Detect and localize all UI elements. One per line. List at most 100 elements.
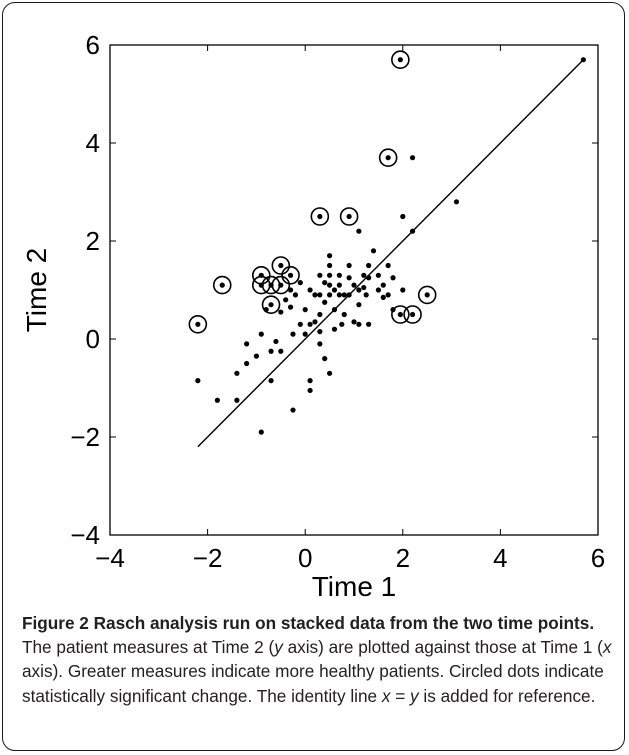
x-tick-label: 6 [591,543,605,573]
significant-change-point [397,57,403,63]
data-point [195,378,201,384]
data-point [346,275,352,281]
caption-text-3: axis). Greater measures indicate more he… [22,661,604,706]
significant-change-point [278,282,284,288]
data-point [356,302,362,308]
significant-change-ring [391,50,410,70]
significant-change-ring [271,256,291,275]
data-point [302,307,308,313]
y-tick-label: 0 [86,324,100,354]
y-tick-label: 4 [86,128,100,158]
data-point [307,287,313,293]
data-point [322,280,328,286]
data-point [385,262,391,269]
caption-text-1: The patient measures at Time 2 ( [22,637,275,658]
x-tick-label: −2 [193,543,223,573]
significant-change-point [424,292,430,298]
y-tick-label: −2 [70,422,100,452]
data-point [366,262,372,269]
data-point [312,292,318,298]
data-point [331,326,338,332]
data-point [400,213,406,220]
data-point [356,321,362,327]
data-point [331,307,338,313]
x-axis-label: Time 1 [312,571,397,602]
data-point [366,275,372,281]
x-tick-label: 4 [493,543,507,573]
significant-change-ring [212,275,232,295]
data-point [317,341,323,347]
data-point [409,228,416,234]
data-point [302,331,308,337]
data-point [322,299,328,305]
data-point [361,272,367,278]
data-point [327,282,333,288]
data-point [339,321,345,327]
data-point [356,228,362,234]
caption-y-var: y [274,637,283,658]
data-point [290,407,296,413]
data-point [327,370,333,376]
data-point [341,311,347,318]
plot-area-border [109,44,599,536]
caption-eq-x: x [381,685,391,706]
caption-text-2: axis) are plotted against those at Time … [282,637,603,658]
significant-change-ring [339,207,359,226]
significant-change-ring [310,207,330,226]
data-point [290,331,296,337]
data-point [366,321,372,327]
data-point [307,378,313,384]
data-point [278,348,284,354]
caption-eq-y: y [410,685,419,706]
data-point [244,341,250,347]
data-point [234,370,240,376]
data-point [351,319,357,325]
caption-x-var: x [602,637,612,658]
significant-change-ring [271,275,291,295]
data-point [370,248,377,254]
significant-change-ring [378,148,398,167]
significant-change-ring [261,295,281,315]
data-point [234,397,240,403]
data-point [312,319,318,325]
significant-change-ring [281,265,300,285]
caption-text-4: is added for reference. [418,685,596,706]
data-point [268,348,274,354]
data-point [375,272,381,278]
caption-eq-sign: = [390,685,411,706]
caption-title: Figure 2 Rasch analysis run on stacked d… [22,613,595,633]
figure-caption: Figure 2 Rasch analysis run on stacked d… [22,611,614,708]
significant-change-point [195,321,201,327]
significant-change-ring [188,314,208,334]
data-point [258,429,264,435]
data-point [336,282,342,288]
data-point [336,292,342,298]
data-point [317,329,323,335]
data-point [361,284,367,291]
data-point [327,253,333,259]
data-point [268,378,274,384]
identity-line [197,59,584,448]
data-point [390,275,396,281]
data-point [351,282,357,288]
data-point [453,199,460,205]
x-tick-label: −4 [95,543,125,573]
data-point [317,311,323,318]
data-point [409,155,416,161]
significant-change-point [397,311,403,318]
significant-change-ring [391,305,410,324]
y-tick-label: −4 [70,520,100,550]
data-point [375,287,381,293]
y-tick-label: 2 [86,226,100,256]
data-point [214,397,220,403]
data-point [363,292,369,298]
x-tick-label: 2 [396,543,410,573]
significant-change-ring [417,285,437,305]
significant-change-point [385,155,391,161]
data-point [297,321,303,327]
data-point [385,292,391,298]
data-point [346,262,352,269]
data-point [278,309,284,315]
data-point [356,287,362,293]
